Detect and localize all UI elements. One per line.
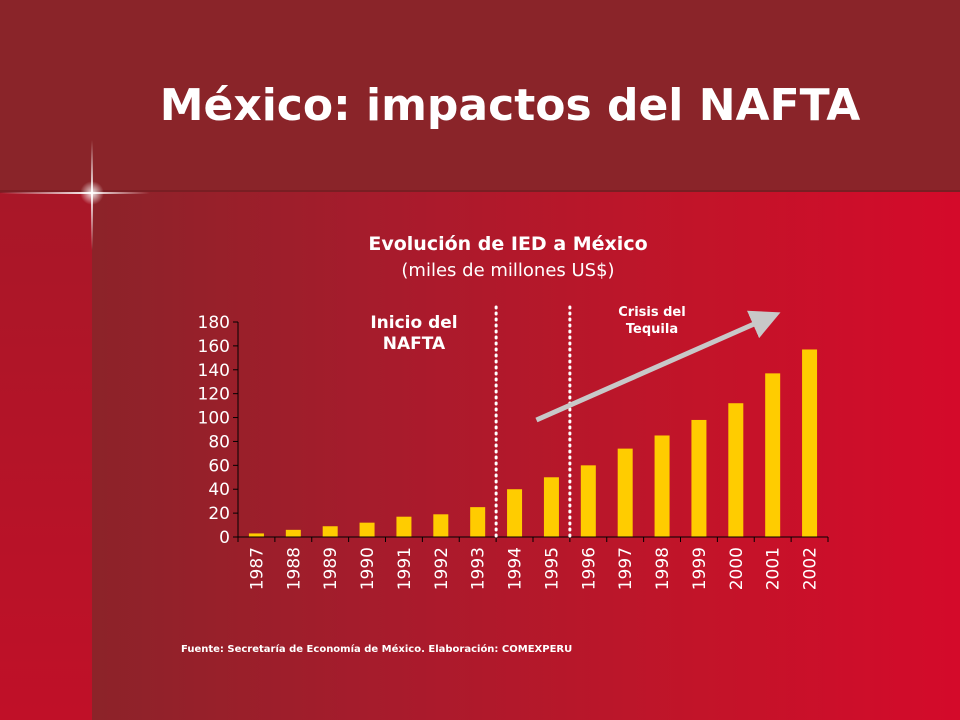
x-tick-label: 2000 xyxy=(727,547,747,590)
chart-title: Evolución de IED a México xyxy=(368,233,647,255)
y-tick-label: 60 xyxy=(208,456,230,476)
source-note: Fuente: Secretaría de Economía de México… xyxy=(181,644,573,655)
bars-group xyxy=(248,349,818,537)
y-tick-label: 40 xyxy=(208,480,230,500)
annotation-label: NAFTA xyxy=(383,334,446,354)
y-tick-label: 20 xyxy=(208,504,230,524)
sparkle-star-icon xyxy=(80,181,104,205)
x-tick-label: 1990 xyxy=(358,547,378,590)
bar-2000 xyxy=(728,403,744,537)
x-axis-labels: 1987 1988 1989 1990 1991 1992 1993 1994 1995 1996… xyxy=(237,537,829,590)
y-tick-label: 160 xyxy=(198,337,230,357)
y-tick-label: 140 xyxy=(198,361,230,381)
bar-1997 xyxy=(617,448,633,537)
slide-title: México: impactos del NAFTA xyxy=(159,80,861,131)
slide-header-band xyxy=(0,0,960,192)
y-tick-label: 100 xyxy=(198,409,230,429)
bar-2002 xyxy=(802,349,818,537)
annotation-label: Inicio del xyxy=(370,313,457,333)
annotation-label: Crisis del xyxy=(618,305,685,320)
bar-1994 xyxy=(507,489,523,537)
y-tick-label: 180 xyxy=(198,313,230,333)
x-tick-label: 1994 xyxy=(506,547,526,590)
x-tick-label: 2001 xyxy=(764,547,784,590)
x-tick-label: 1998 xyxy=(653,547,673,590)
x-tick-label: 1991 xyxy=(395,547,415,590)
header-divider xyxy=(0,190,960,193)
x-tick-label: 1996 xyxy=(579,547,599,590)
y-tick-label: 120 xyxy=(198,385,230,405)
annotation-label: Tequila xyxy=(626,322,678,337)
bar-1995 xyxy=(543,477,559,537)
bar-1992 xyxy=(433,514,449,537)
y-axis-ticks: 0 20 40 60 80 100 120 140 160 180 xyxy=(198,313,238,548)
x-tick-label: 2002 xyxy=(801,547,821,590)
chart-subtitle: (miles de millones US$) xyxy=(401,260,614,281)
bar-1991 xyxy=(396,516,412,537)
sparkle-horizontal-decoration xyxy=(0,192,150,194)
bar-1993 xyxy=(470,507,486,537)
x-tick-label: 1992 xyxy=(432,547,452,590)
x-tick-label: 1995 xyxy=(542,547,562,590)
bar-1998 xyxy=(654,435,670,537)
x-tick-label: 1999 xyxy=(690,547,710,590)
x-tick-label: 1988 xyxy=(284,547,304,590)
bar-2001 xyxy=(765,373,781,537)
y-tick-label: 0 xyxy=(219,528,230,548)
x-tick-label: 1987 xyxy=(247,547,267,590)
bar-1987 xyxy=(248,533,264,537)
y-tick-label: 80 xyxy=(208,432,230,452)
x-tick-label: 1993 xyxy=(469,547,489,590)
bar-1999 xyxy=(691,419,707,537)
x-tick-label: 1997 xyxy=(616,547,636,590)
x-tick-label: 1989 xyxy=(321,547,341,590)
bar-1996 xyxy=(580,465,596,537)
bar-1990 xyxy=(359,522,375,537)
trend-arrow xyxy=(535,310,781,423)
bar-1989 xyxy=(322,526,338,537)
bar-1988 xyxy=(285,529,301,537)
